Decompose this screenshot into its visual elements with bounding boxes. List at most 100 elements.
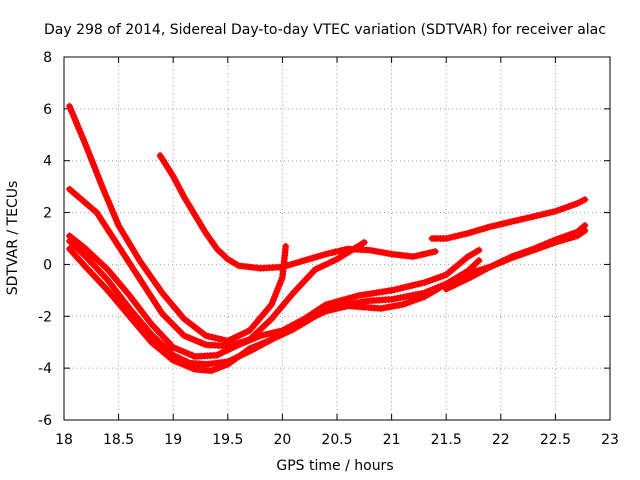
data-point bbox=[394, 285, 402, 293]
data-point bbox=[416, 251, 424, 259]
data-point bbox=[498, 220, 506, 228]
data-point bbox=[211, 334, 219, 342]
data-point bbox=[445, 234, 453, 242]
y-axis-label: SDTVAR / TECUs bbox=[5, 181, 21, 296]
x-tick-label: 20.5 bbox=[321, 432, 352, 448]
data-point bbox=[360, 238, 368, 246]
data-point bbox=[508, 218, 516, 226]
data-point bbox=[461, 230, 469, 238]
data-point bbox=[218, 335, 226, 343]
data-point bbox=[548, 208, 556, 216]
y-tick-label: 0 bbox=[43, 257, 52, 273]
series-trace bbox=[157, 152, 439, 272]
data-point bbox=[341, 246, 349, 254]
data-point bbox=[517, 215, 525, 223]
series-trace bbox=[66, 222, 588, 374]
data-point bbox=[455, 232, 463, 239]
data-point bbox=[422, 250, 430, 258]
data-point bbox=[380, 304, 388, 312]
data-point bbox=[581, 227, 589, 235]
data-point bbox=[338, 303, 346, 311]
data-point bbox=[385, 250, 392, 257]
y-tick-label: 6 bbox=[43, 102, 52, 118]
data-point bbox=[266, 330, 274, 337]
data-point bbox=[343, 295, 351, 303]
x-axis-label: GPS time / hours bbox=[276, 458, 393, 474]
x-tick-label: 21 bbox=[383, 432, 401, 448]
series-track-6 bbox=[156, 152, 439, 272]
data-point bbox=[417, 279, 425, 287]
data-point bbox=[388, 286, 396, 294]
data-point bbox=[539, 210, 547, 218]
data-point bbox=[458, 231, 466, 239]
data-point bbox=[322, 301, 330, 309]
x-tick-label: 20 bbox=[273, 432, 291, 448]
series-track-3 bbox=[66, 232, 483, 360]
data-point bbox=[406, 282, 413, 290]
data-point bbox=[581, 196, 589, 204]
data-point bbox=[489, 222, 497, 230]
data-point bbox=[214, 335, 222, 343]
data-point bbox=[335, 304, 343, 312]
data-point bbox=[419, 250, 427, 258]
data-point bbox=[406, 292, 413, 300]
data-point bbox=[322, 250, 330, 258]
data-point bbox=[442, 235, 450, 242]
series-track-8 bbox=[442, 227, 589, 293]
data-point bbox=[369, 247, 377, 255]
data-point bbox=[282, 242, 290, 250]
data-point bbox=[331, 248, 339, 256]
data-point bbox=[332, 305, 340, 313]
data-point bbox=[202, 332, 210, 340]
data-point bbox=[448, 233, 456, 241]
x-tick-label: 22.5 bbox=[540, 432, 571, 448]
data-point bbox=[403, 293, 410, 300]
data-point bbox=[414, 280, 422, 288]
data-point bbox=[514, 216, 522, 224]
data-point bbox=[533, 212, 541, 220]
y-axis: -6 -4 -2 0 2 4 6 8 bbox=[38, 50, 610, 429]
y-tick-label: 8 bbox=[43, 50, 52, 66]
chart-title: Day 298 of 2014, Sidereal Day-to-day VTE… bbox=[44, 22, 606, 38]
data-point bbox=[346, 294, 354, 302]
data-point bbox=[341, 303, 349, 311]
data-point bbox=[394, 294, 402, 302]
data-point bbox=[208, 333, 216, 341]
grid bbox=[64, 57, 610, 420]
data-point bbox=[329, 305, 337, 313]
data-point bbox=[391, 286, 399, 294]
data-point bbox=[395, 301, 403, 309]
data-point bbox=[425, 249, 433, 257]
data-point bbox=[269, 329, 277, 337]
data-point bbox=[495, 221, 503, 229]
data-point bbox=[311, 310, 319, 318]
data-point bbox=[475, 246, 483, 254]
data-point bbox=[400, 284, 407, 291]
data-point bbox=[352, 292, 360, 300]
data-point bbox=[389, 302, 397, 310]
data-point bbox=[542, 210, 550, 217]
series-track-5 bbox=[66, 222, 589, 375]
data-point bbox=[325, 300, 333, 308]
data-point bbox=[475, 257, 483, 264]
data-point bbox=[328, 249, 336, 257]
series-track-7 bbox=[428, 196, 589, 242]
data-point bbox=[388, 295, 396, 303]
data-point bbox=[314, 309, 322, 317]
data-point bbox=[403, 283, 410, 291]
data-point bbox=[397, 284, 404, 292]
y-tick-label: 2 bbox=[43, 206, 52, 222]
plot-area bbox=[66, 102, 589, 375]
x-tick-label: 18 bbox=[55, 432, 73, 448]
data-point bbox=[349, 293, 357, 301]
data-point bbox=[320, 308, 328, 316]
data-point bbox=[428, 248, 436, 256]
data-point bbox=[526, 213, 534, 221]
data-point bbox=[431, 248, 439, 255]
data-point bbox=[413, 252, 421, 260]
x-tick-label: 19 bbox=[164, 432, 182, 448]
data-point bbox=[335, 247, 343, 255]
x-tick-label: 18.5 bbox=[103, 432, 134, 448]
data-point bbox=[381, 249, 389, 257]
data-point bbox=[411, 281, 419, 289]
